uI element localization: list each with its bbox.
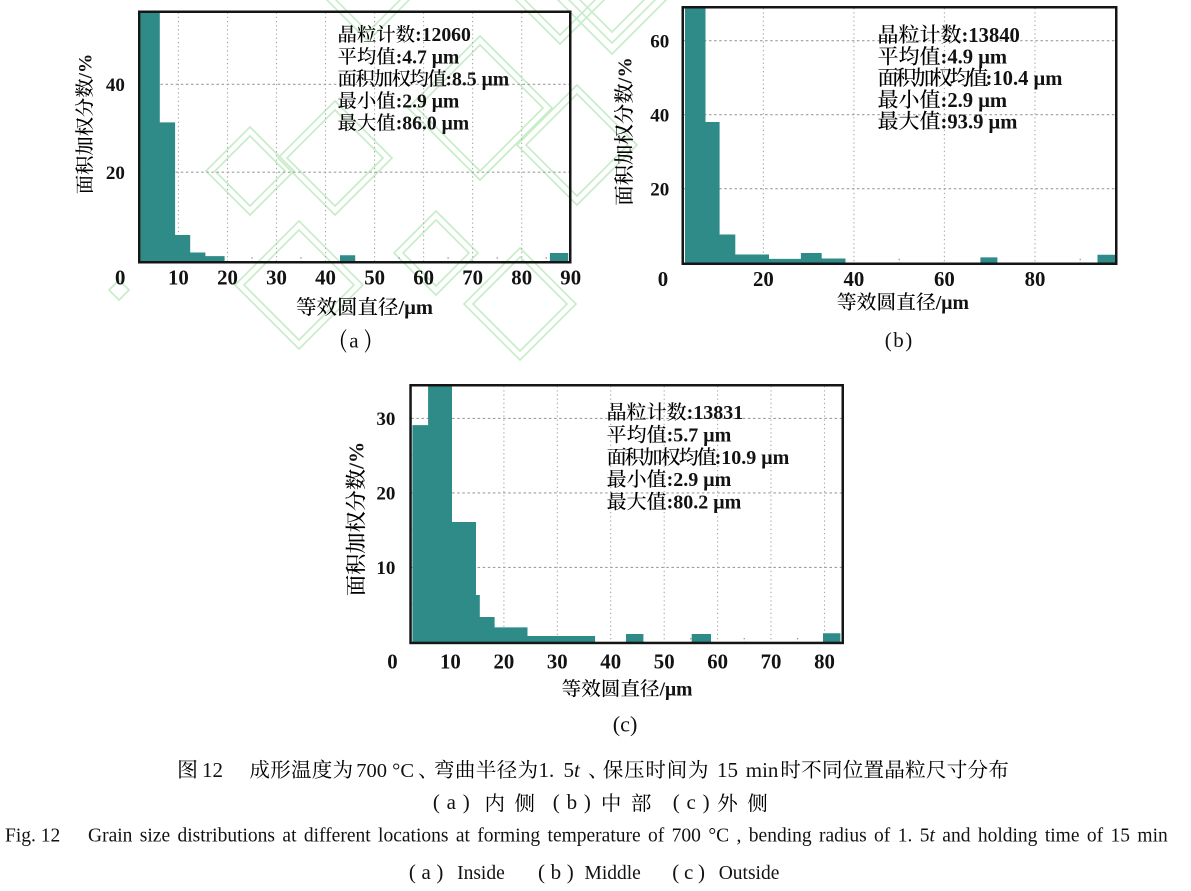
svg-text:40: 40 <box>315 266 336 289</box>
svg-text:20: 20 <box>217 266 238 289</box>
svg-text:Grain size distributions at di: Grain size distributions at different lo… <box>88 826 1168 847</box>
svg-text:50: 50 <box>364 266 385 289</box>
svg-text:20: 20 <box>376 484 395 505</box>
svg-text:80: 80 <box>1025 268 1046 291</box>
svg-text:30: 30 <box>376 409 395 430</box>
svg-text:10: 10 <box>376 558 395 579</box>
svg-text:15 min: 15 min <box>717 758 779 782</box>
svg-text:60: 60 <box>650 31 669 52</box>
svg-text:0: 0 <box>115 266 125 289</box>
svg-text:50: 50 <box>654 651 675 674</box>
svg-text::5.7 μm: :5.7 μm <box>667 425 732 447</box>
svg-text::13831: :13831 <box>687 402 744 424</box>
svg-text::13840: :13840 <box>962 25 1020 47</box>
svg-text:60: 60 <box>934 268 955 291</box>
svg-text:(c): (c) <box>672 860 709 884</box>
svg-text:0: 0 <box>658 268 668 291</box>
svg-text::86.0 μm: :86.0 μm <box>396 113 470 135</box>
svg-text::12060: :12060 <box>415 24 471 46</box>
svg-text:90: 90 <box>560 266 581 289</box>
svg-text:80: 80 <box>511 266 532 289</box>
svg-text:10: 10 <box>168 266 189 289</box>
svg-text::10.4 μm: :10.4 μm <box>986 68 1063 90</box>
svg-text:(b): (b) <box>885 328 914 352</box>
svg-text:20: 20 <box>753 268 774 291</box>
svg-text:1. 5t: 1. 5t <box>539 758 582 782</box>
svg-text:(c): (c) <box>673 790 717 814</box>
svg-text:10: 10 <box>440 651 461 674</box>
svg-text:30: 30 <box>547 651 568 674</box>
svg-text::2.9 μm: :2.9 μm <box>941 90 1008 112</box>
svg-text:40: 40 <box>844 268 865 291</box>
svg-text:(a): (a) <box>409 860 449 884</box>
svg-text:70: 70 <box>462 266 483 289</box>
svg-text:/μm: /μm <box>935 292 970 314</box>
svg-text:Fig. 12: Fig. 12 <box>5 826 60 847</box>
svg-text:Middle: Middle <box>585 863 641 884</box>
svg-text:40: 40 <box>600 651 621 674</box>
svg-text::8.5 μm: :8.5 μm <box>446 68 510 90</box>
svg-text:Outside: Outside <box>719 863 780 884</box>
svg-text:30: 30 <box>266 266 287 289</box>
svg-text::2.9 μm: :2.9 μm <box>667 469 732 491</box>
svg-text:(b): (b) <box>553 790 598 814</box>
svg-text:(c): (c) <box>613 711 638 736</box>
svg-text::4.9 μm: :4.9 μm <box>941 47 1008 69</box>
svg-text:(b): (b) <box>538 860 579 884</box>
svg-text:80: 80 <box>814 651 835 674</box>
svg-text::93.9 μm: :93.9 μm <box>941 111 1018 133</box>
svg-text:/%: /% <box>76 54 97 80</box>
svg-text:70: 70 <box>761 651 782 674</box>
svg-text:20: 20 <box>106 163 125 184</box>
svg-text::80.2 μm: :80.2 μm <box>667 492 742 514</box>
svg-text:0: 0 <box>387 651 397 674</box>
svg-text:a: a <box>349 329 359 353</box>
svg-text:40: 40 <box>106 75 125 96</box>
svg-text:60: 60 <box>707 651 728 674</box>
svg-text:12: 12 <box>202 758 223 782</box>
svg-text:40: 40 <box>650 105 669 126</box>
svg-text:/%: /% <box>614 57 636 84</box>
svg-text::4.7 μm: :4.7 μm <box>396 46 460 68</box>
svg-text:60: 60 <box>413 266 434 289</box>
svg-text::2.9 μm: :2.9 μm <box>396 91 460 113</box>
svg-text:20: 20 <box>494 651 515 674</box>
svg-text:20: 20 <box>650 179 669 200</box>
svg-text::10.9 μm: :10.9 μm <box>715 447 790 469</box>
svg-text:Inside: Inside <box>457 863 505 884</box>
svg-text:/%: /% <box>344 442 368 470</box>
svg-text:700 °C: 700 °C <box>356 760 414 782</box>
svg-text:/μm: /μm <box>398 297 433 319</box>
svg-text:/μm: /μm <box>659 680 693 701</box>
svg-text:(a): (a) <box>433 790 477 814</box>
